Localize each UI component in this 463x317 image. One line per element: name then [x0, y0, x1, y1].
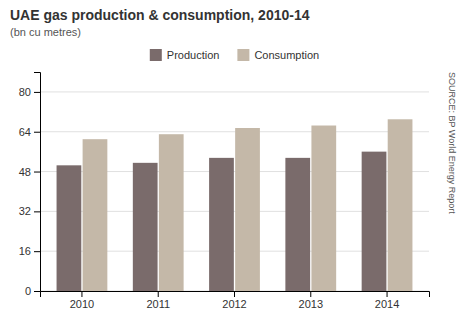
bar	[235, 128, 260, 291]
tick-label: 48	[19, 166, 31, 178]
tick-mark	[234, 291, 235, 297]
grid	[40, 92, 429, 291]
x-tick: 2014	[375, 291, 399, 310]
subtitle: (bn cu metres)	[10, 26, 81, 38]
y-axis: 0 16 32 48 64 80	[19, 73, 41, 298]
axis-line	[41, 292, 430, 298]
axis-line	[34, 73, 41, 292]
tick-mark	[34, 211, 40, 212]
legend-item: Consumption	[237, 49, 319, 61]
chart: UAE gas production & consumption, 2010-1…	[0, 0, 463, 317]
y-tick: 0	[25, 285, 40, 297]
y-tick: 80	[19, 86, 40, 98]
legend-label: Production	[167, 49, 220, 61]
tick-mark	[158, 291, 159, 297]
y-tick: 48	[19, 166, 40, 178]
bar	[83, 139, 108, 291]
tick-label: 80	[19, 86, 31, 98]
tick-mark	[34, 251, 40, 252]
y-tick: 16	[19, 245, 40, 257]
tick-mark	[34, 132, 40, 133]
tick-label: 2012	[222, 298, 246, 310]
grid-line	[40, 91, 429, 92]
tick-label: 0	[25, 285, 31, 297]
x-axis: 2010 2011 2012 2013 2014	[41, 291, 430, 310]
tick-label: 64	[19, 126, 31, 138]
bar	[159, 134, 184, 291]
annotation: SOURCE: BP World Energy Report	[447, 72, 457, 214]
legend: Production Consumption	[150, 49, 319, 61]
x-tick: 2012	[222, 291, 246, 310]
legend-label: Consumption	[254, 49, 319, 61]
legend-swatch	[237, 49, 249, 61]
tick-mark	[310, 291, 311, 297]
tick-label: 32	[19, 205, 31, 217]
bar	[311, 126, 336, 291]
bars	[57, 119, 413, 291]
title: UAE gas production & consumption, 2010-1…	[10, 7, 310, 23]
bar	[209, 158, 234, 291]
bar	[285, 158, 310, 291]
bar	[133, 163, 158, 291]
tick-mark	[34, 291, 40, 292]
tick-label: 2014	[375, 298, 399, 310]
grid-line	[40, 131, 429, 132]
tick-mark	[387, 291, 388, 297]
tick-label: 2013	[299, 298, 323, 310]
tick-label: 2010	[70, 298, 94, 310]
tick-label: 16	[19, 245, 31, 257]
chart-container: UAE gas production & consumption, 2010-1…	[0, 0, 463, 317]
y-tick: 64	[19, 126, 40, 138]
tick-mark	[34, 172, 40, 173]
legend-swatch	[150, 49, 162, 61]
tick-label: 2011	[146, 298, 170, 310]
legend-item: Production	[150, 49, 220, 61]
x-tick: 2013	[299, 291, 323, 310]
tick-mark	[81, 291, 82, 297]
bar	[362, 152, 387, 291]
tick-mark	[34, 92, 40, 93]
y-tick: 32	[19, 205, 40, 217]
x-tick: 2010	[70, 291, 94, 310]
bar	[57, 165, 82, 291]
bar-series	[83, 119, 413, 291]
bar	[388, 119, 413, 291]
x-tick: 2011	[146, 291, 170, 310]
